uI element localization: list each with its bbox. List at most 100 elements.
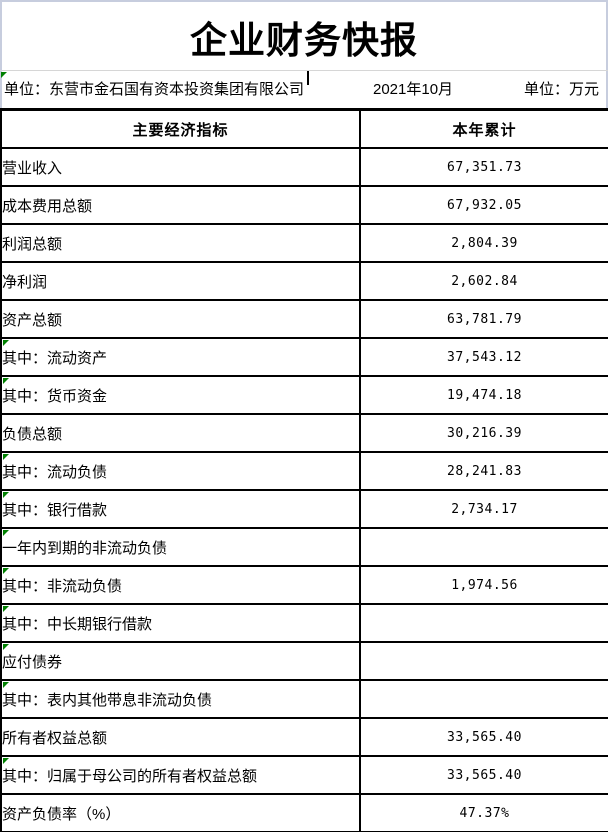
value-cell [359, 641, 608, 681]
indicator-label-cell: 其中：归属于母公司的所有者权益总额 [0, 755, 361, 795]
indicator-label: 营业收入 [2, 159, 63, 177]
table-header-row: 主要经济指标 本年累计 [0, 108, 608, 149]
company-unit-label: 单位：东营市金石国有资本投资集团有限公司 [4, 81, 305, 98]
table-row: 利润总额 2,804.39 [0, 223, 608, 263]
indicator-label-cell: 资产负债率（%） [0, 793, 361, 832]
table-row: 应付债券 [0, 641, 608, 681]
indicator-label-cell: 营业收入 [0, 147, 361, 187]
table-row: 资产负债率（%） 47.37% [0, 793, 608, 832]
table-row: 其中：流动负债 28,241.83 [0, 451, 608, 491]
value-cell [359, 603, 608, 643]
indicator-label-cell: 成本费用总额 [0, 185, 361, 225]
excel-flag-triangle-icon [3, 758, 9, 764]
indicator-label-cell: 其中：中长期银行借款 [0, 603, 361, 643]
indicator-label: 一年内到期的非流动负债 [2, 539, 168, 557]
table-row: 其中：非流动负债 1,974.56 [0, 565, 608, 605]
excel-flag-triangle-icon [1, 72, 7, 78]
value-text: 2,804.39 [451, 235, 518, 251]
value-cell: 33,565.40 [359, 755, 608, 795]
indicator-label: 利润总额 [2, 235, 63, 253]
indicator-label: 负债总额 [2, 425, 63, 443]
value-text: 63,781.79 [447, 311, 522, 327]
excel-flag-triangle-icon [3, 568, 9, 574]
value-cell: 37,543.12 [359, 337, 608, 377]
table-row: 其中：银行借款 2,734.17 [0, 489, 608, 529]
window-frame-right [606, 0, 608, 108]
indicator-label: 净利润 [2, 273, 48, 291]
excel-flag-triangle-icon [3, 454, 9, 460]
indicator-label: 其中：非流动负债 [2, 577, 123, 595]
window-frame-left [0, 0, 2, 108]
indicator-label: 其中：中长期银行借款 [2, 615, 153, 633]
report-info-row: 单位：东营市金石国有资本投资集团有限公司 2021年10月 单位：万元 [0, 71, 608, 108]
value-text: 37,543.12 [447, 349, 522, 365]
report-period-label: 2021年10月 [373, 81, 454, 98]
indicator-label: 其中：银行借款 [2, 501, 108, 519]
excel-flag-triangle-icon [3, 644, 9, 650]
indicator-label: 其中：货币资金 [2, 387, 108, 405]
value-cell: 28,241.83 [359, 451, 608, 491]
indicator-label-cell: 净利润 [0, 261, 361, 301]
table-row: 所有者权益总额 33,565.40 [0, 717, 608, 757]
indicator-label-cell: 应付债券 [0, 641, 361, 681]
value-text: 28,241.83 [447, 463, 522, 479]
table-row: 营业收入 67,351.73 [0, 147, 608, 187]
header-divider-line [0, 70, 608, 71]
table-row: 其中：归属于母公司的所有者权益总额 33,565.40 [0, 755, 608, 795]
table-row: 负债总额 30,216.39 [0, 413, 608, 453]
indicator-label: 其中：流动资产 [2, 349, 108, 367]
table-row: 一年内到期的非流动负债 [0, 527, 608, 567]
page-title: 企业财务快报 [190, 18, 418, 62]
indicator-label: 应付债券 [2, 653, 63, 671]
value-text: 2,734.17 [451, 501, 518, 517]
value-column-header: 本年累计 [359, 108, 608, 149]
indicator-label-cell: 其中：非流动负债 [0, 565, 361, 605]
table-row: 资产总额 63,781.79 [0, 299, 608, 339]
indicator-label-cell: 其中：流动资产 [0, 337, 361, 377]
indicator-label-cell: 其中：货币资金 [0, 375, 361, 415]
table-row: 其中：中长期银行借款 [0, 603, 608, 643]
value-cell: 2,734.17 [359, 489, 608, 529]
financial-indicators-table: 主要经济指标 本年累计 营业收入 67,351.73 成本费用总额 67,932.05… [0, 108, 608, 832]
indicator-label-cell: 所有者权益总额 [0, 717, 361, 757]
value-cell: 63,781.79 [359, 299, 608, 339]
indicator-label: 所有者权益总额 [2, 729, 108, 747]
indicator-label: 其中：表内其他带息非流动负债 [2, 691, 213, 709]
indicator-label-cell: 其中：流动负债 [0, 451, 361, 491]
indicator-label-cell: 利润总额 [0, 223, 361, 263]
value-text: 30,216.39 [447, 425, 522, 441]
table-row: 其中：流动资产 37,543.12 [0, 337, 608, 377]
indicator-label: 其中：归属于母公司的所有者权益总额 [2, 767, 258, 785]
value-text: 33,565.40 [447, 729, 522, 745]
excel-flag-triangle-icon [3, 492, 9, 498]
indicator-label: 资产负债率（%） [2, 805, 121, 823]
value-text: 2,602.84 [451, 273, 518, 289]
value-cell: 2,602.84 [359, 261, 608, 301]
excel-flag-triangle-icon [3, 606, 9, 612]
value-text: 1,974.56 [451, 577, 518, 593]
indicator-label-cell: 其中：表内其他带息非流动负债 [0, 679, 361, 719]
value-cell: 67,351.73 [359, 147, 608, 187]
excel-flag-triangle-icon [3, 530, 9, 536]
currency-unit-label: 单位：万元 [523, 81, 599, 98]
value-cell [359, 679, 608, 719]
value-text: 67,351.73 [447, 159, 522, 175]
indicator-label-cell: 资产总额 [0, 299, 361, 339]
indicator-label: 其中：流动负债 [2, 463, 108, 481]
table-row: 其中：货币资金 19,474.18 [0, 375, 608, 415]
table-row: 净利润 2,602.84 [0, 261, 608, 301]
excel-flag-triangle-icon [3, 340, 9, 346]
table-row: 其中：表内其他带息非流动负债 [0, 679, 608, 719]
value-cell: 19,474.18 [359, 375, 608, 415]
report-table-body: 营业收入 67,351.73 成本费用总额 67,932.05 利润总额 2,804.39… [0, 147, 608, 832]
cell-border-tick [307, 71, 309, 85]
excel-flag-triangle-icon [3, 378, 9, 384]
value-cell: 47.37% [359, 793, 608, 832]
value-text: 33,565.40 [447, 767, 522, 783]
excel-flag-triangle-icon [3, 682, 9, 688]
indicator-label-cell: 一年内到期的非流动负债 [0, 527, 361, 567]
table-row: 成本费用总额 67,932.05 [0, 185, 608, 225]
value-cell: 1,974.56 [359, 565, 608, 605]
value-cell: 30,216.39 [359, 413, 608, 453]
